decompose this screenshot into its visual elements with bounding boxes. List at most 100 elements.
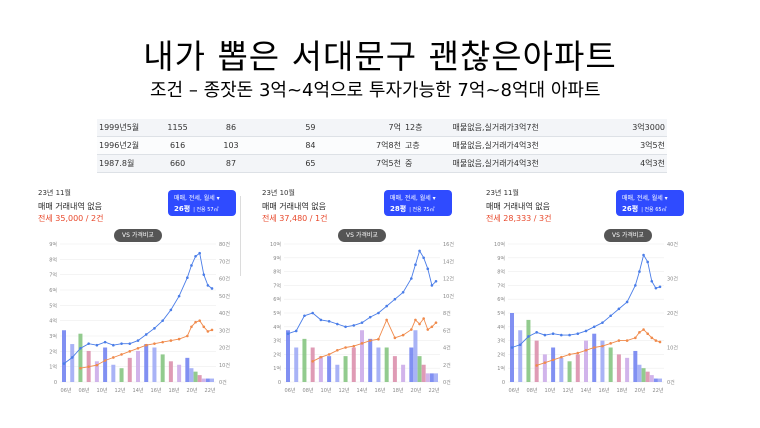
sale-point[interactable] bbox=[642, 253, 645, 257]
sale-point[interactable] bbox=[634, 284, 637, 287]
sale-point[interactable] bbox=[551, 332, 555, 335]
jeonse-point[interactable] bbox=[153, 342, 156, 345]
jeonse-point[interactable] bbox=[658, 340, 662, 344]
jeonse-point[interactable] bbox=[128, 350, 132, 353]
sale-point[interactable] bbox=[144, 333, 148, 336]
compare-button[interactable]: VS 가격비교 bbox=[114, 229, 162, 242]
jeonse-point[interactable] bbox=[169, 339, 173, 342]
jeonse-point[interactable] bbox=[634, 336, 637, 340]
jeonse-point[interactable] bbox=[426, 328, 430, 331]
sale-point[interactable] bbox=[87, 342, 90, 345]
sale-point[interactable] bbox=[327, 319, 331, 323]
sale-point[interactable] bbox=[654, 286, 658, 290]
jeonse-point[interactable] bbox=[79, 366, 82, 370]
sale-point[interactable] bbox=[153, 327, 156, 330]
jeonse-point[interactable] bbox=[327, 353, 331, 356]
sale-point[interactable] bbox=[568, 333, 571, 337]
sale-point[interactable] bbox=[62, 362, 66, 365]
sale-point[interactable] bbox=[136, 339, 140, 342]
sale-point[interactable] bbox=[617, 307, 621, 311]
sale-point[interactable] bbox=[418, 249, 421, 253]
sale-point[interactable] bbox=[70, 356, 74, 359]
jeonse-point[interactable] bbox=[642, 328, 645, 331]
sale-point[interactable] bbox=[430, 284, 434, 287]
jeonse-point[interactable] bbox=[401, 333, 405, 337]
jeonse-point[interactable] bbox=[414, 318, 417, 322]
sale-point[interactable] bbox=[303, 314, 306, 318]
sale-point[interactable] bbox=[650, 279, 654, 283]
sale-point[interactable] bbox=[360, 321, 364, 324]
jeonse-point[interactable] bbox=[210, 328, 214, 332]
sale-point[interactable] bbox=[592, 325, 596, 329]
sale-point[interactable] bbox=[535, 331, 538, 334]
sale-point[interactable] bbox=[638, 270, 641, 273]
sale-point[interactable] bbox=[186, 276, 189, 280]
jeonse-point[interactable] bbox=[430, 325, 434, 329]
sale-point[interactable] bbox=[609, 314, 612, 318]
sale-point[interactable] bbox=[319, 318, 323, 322]
jeonse-point[interactable] bbox=[646, 332, 649, 335]
sale-point[interactable] bbox=[206, 284, 210, 287]
jeonse-point[interactable] bbox=[385, 318, 388, 322]
jeonse-point[interactable] bbox=[161, 340, 164, 344]
jeonse-point[interactable] bbox=[568, 353, 571, 356]
sale-point[interactable] bbox=[120, 342, 123, 345]
sale-point[interactable] bbox=[95, 343, 99, 347]
sale-point[interactable] bbox=[543, 333, 547, 337]
jeonse-point[interactable] bbox=[560, 355, 563, 359]
jeonse-point[interactable] bbox=[202, 325, 206, 329]
sale-point[interactable] bbox=[426, 267, 430, 271]
sale-point[interactable] bbox=[368, 315, 372, 319]
deal-type-selector[interactable]: 매매, 전세, 월세 ▾ 26평 | 전용 57㎡ bbox=[168, 190, 236, 216]
jeonse-point[interactable] bbox=[136, 346, 140, 350]
sale-point[interactable] bbox=[560, 333, 563, 337]
sale-point[interactable] bbox=[198, 251, 201, 255]
sale-point[interactable] bbox=[344, 325, 347, 329]
jeonse-point[interactable] bbox=[393, 336, 397, 340]
sale-point[interactable] bbox=[294, 329, 298, 333]
sale-point[interactable] bbox=[510, 346, 514, 349]
sale-point[interactable] bbox=[210, 287, 214, 290]
jeonse-point[interactable] bbox=[601, 344, 604, 348]
jeonse-point[interactable] bbox=[650, 336, 654, 340]
jeonse-point[interactable] bbox=[319, 355, 323, 359]
jeonse-point[interactable] bbox=[377, 337, 380, 341]
jeonse-point[interactable] bbox=[543, 361, 547, 364]
sale-point[interactable] bbox=[190, 264, 193, 267]
sale-point[interactable] bbox=[385, 304, 388, 308]
jeonse-point[interactable] bbox=[144, 343, 148, 347]
compare-button[interactable]: VS 가격비교 bbox=[338, 229, 386, 242]
deal-type-selector[interactable]: 매매, 전세, 월세 ▾ 26평 | 전용 65㎡ bbox=[616, 190, 684, 216]
jeonse-point[interactable] bbox=[654, 339, 658, 342]
jeonse-point[interactable] bbox=[360, 342, 364, 345]
sale-point[interactable] bbox=[410, 277, 413, 280]
sale-point[interactable] bbox=[625, 300, 629, 304]
jeonse-point[interactable] bbox=[112, 356, 115, 359]
compare-button[interactable]: VS 가격비교 bbox=[604, 229, 652, 242]
jeonse-point[interactable] bbox=[120, 353, 123, 356]
sale-point[interactable] bbox=[377, 311, 380, 315]
jeonse-point[interactable] bbox=[190, 325, 193, 329]
jeonse-point[interactable] bbox=[87, 365, 90, 368]
sale-point[interactable] bbox=[646, 260, 649, 264]
jeonse-point[interactable] bbox=[609, 342, 612, 345]
jeonse-point[interactable] bbox=[625, 339, 629, 342]
jeonse-point[interactable] bbox=[535, 364, 538, 367]
scrollbar[interactable] bbox=[240, 196, 241, 276]
sale-point[interactable] bbox=[286, 332, 290, 335]
sale-point[interactable] bbox=[518, 343, 522, 347]
sale-point[interactable] bbox=[422, 256, 425, 260]
sale-point[interactable] bbox=[161, 319, 164, 322]
jeonse-point[interactable] bbox=[352, 344, 356, 348]
sale-point[interactable] bbox=[414, 263, 417, 266]
jeonse-point[interactable] bbox=[410, 328, 413, 331]
jeonse-point[interactable] bbox=[186, 334, 189, 338]
sale-point[interactable] bbox=[434, 279, 438, 283]
sale-point[interactable] bbox=[336, 322, 339, 326]
jeonse-point[interactable] bbox=[576, 351, 580, 355]
sale-point[interactable] bbox=[658, 285, 662, 289]
sale-point[interactable] bbox=[177, 294, 181, 298]
jeonse-point[interactable] bbox=[551, 358, 555, 362]
sale-point[interactable] bbox=[79, 346, 82, 350]
jeonse-point[interactable] bbox=[418, 322, 421, 326]
